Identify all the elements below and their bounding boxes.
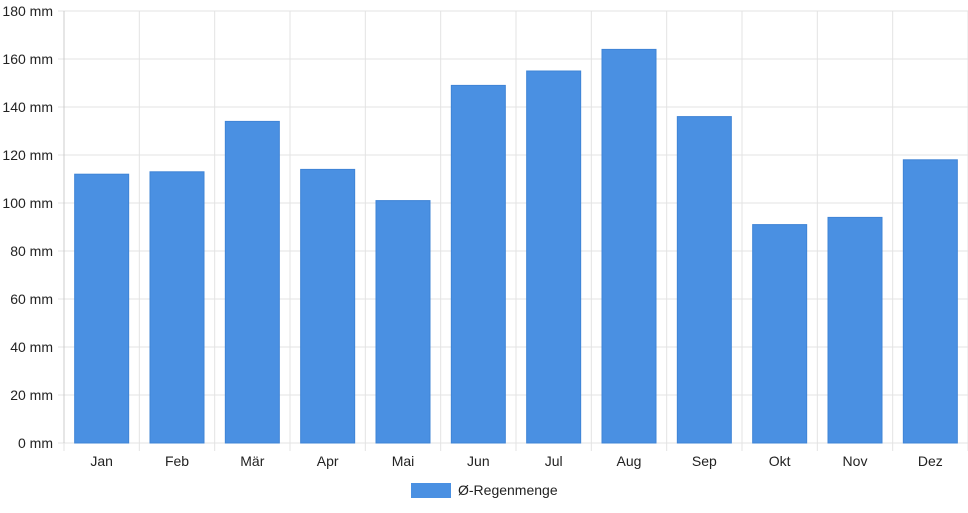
bar (149, 171, 205, 444)
bars-layer (74, 48, 958, 444)
y-tick-label: 0 mm (18, 435, 53, 451)
y-tick-label: 160 mm (2, 51, 53, 67)
y-tick-label: 80 mm (10, 243, 53, 259)
x-tick-label: Sep (692, 453, 717, 469)
bar (375, 200, 431, 444)
x-tick-label: Mär (240, 453, 264, 469)
bar (74, 173, 130, 444)
bar (224, 120, 280, 444)
x-tick-label: Mai (392, 453, 415, 469)
y-tick-label: 100 mm (2, 195, 53, 211)
bar (526, 70, 582, 444)
x-tick-label: Jul (545, 453, 563, 469)
y-tick-label: 120 mm (2, 147, 53, 163)
x-tick-label: Okt (769, 453, 791, 469)
x-tick-label: Feb (165, 453, 189, 469)
y-tick-label: 20 mm (10, 387, 53, 403)
legend-label: Ø-Regenmenge (458, 482, 558, 498)
bar (601, 48, 657, 444)
x-tick-label: Jun (467, 453, 490, 469)
y-tick-label: 60 mm (10, 291, 53, 307)
x-tick-label: Nov (843, 453, 868, 469)
x-tick-label: Aug (617, 453, 642, 469)
bar (300, 168, 356, 444)
y-tick-label: 180 mm (2, 3, 53, 19)
x-tick-label: Apr (317, 453, 339, 469)
bar (450, 84, 506, 444)
legend: Ø-Regenmenge (411, 482, 558, 498)
y-tick-label: 140 mm (2, 99, 53, 115)
bar (752, 224, 808, 444)
x-tick-label: Dez (918, 453, 943, 469)
legend-swatch (411, 483, 451, 498)
axis-layer: 0 mm 20 mm 40 mm 60 mm 80 mm 100 mm 120 mm 140 … (2, 3, 942, 469)
bar (676, 116, 732, 444)
bar (902, 159, 958, 444)
x-tick-label: Jan (90, 453, 113, 469)
y-tick-label: 40 mm (10, 339, 53, 355)
bar (827, 216, 883, 444)
